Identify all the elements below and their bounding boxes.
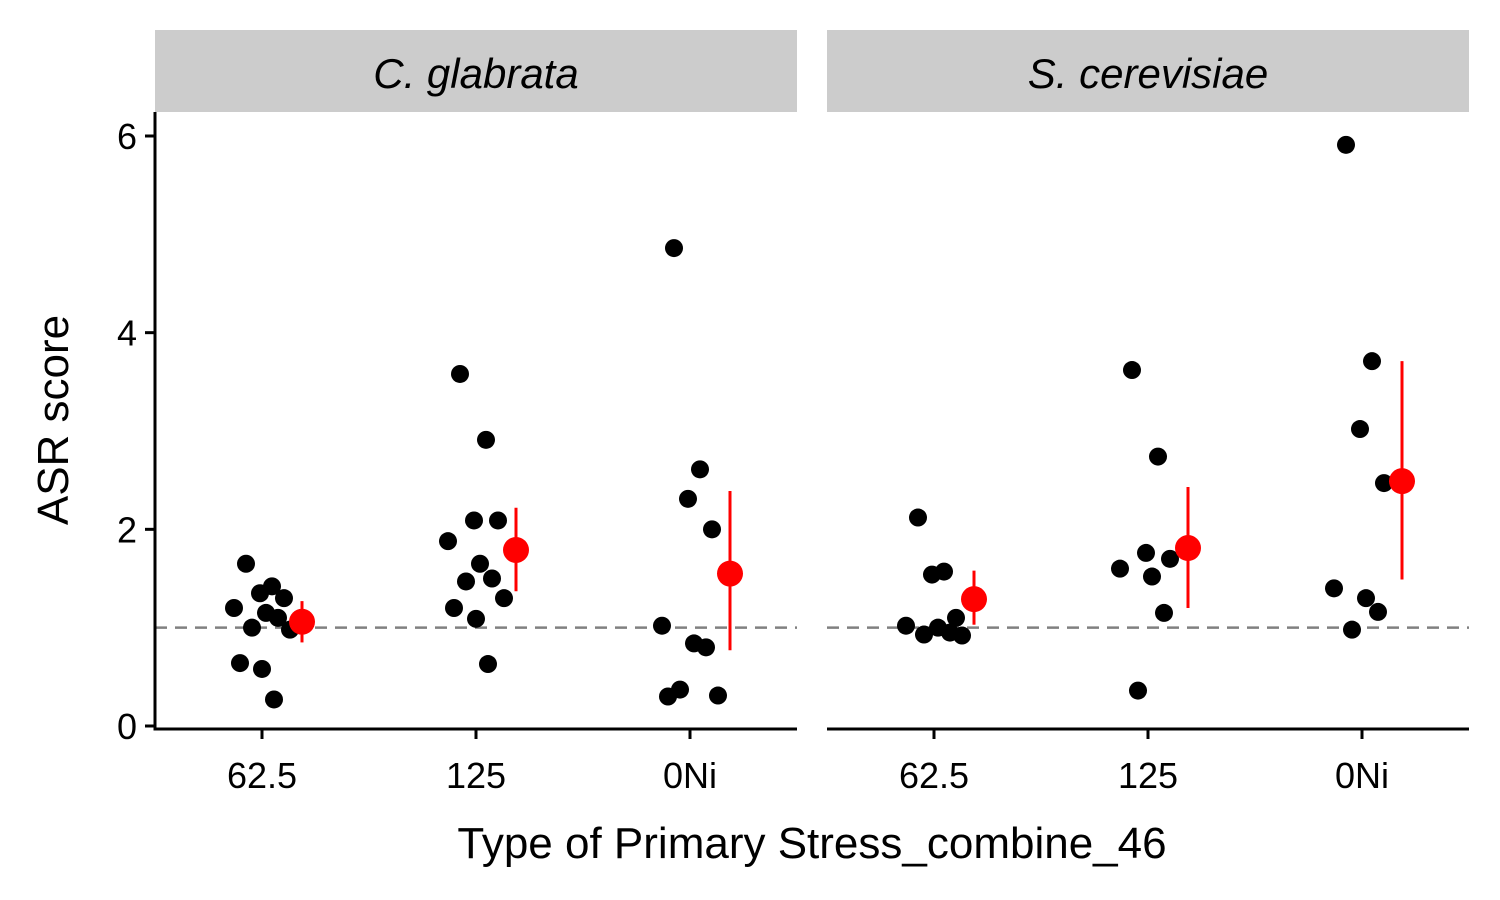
data-point [1325, 579, 1343, 598]
x-tick-label: 125 [1118, 755, 1178, 796]
data-point [451, 364, 469, 383]
data-point [495, 589, 513, 608]
data-point [439, 532, 457, 551]
x-tick-label: 0Ni [1335, 755, 1389, 796]
data-point [231, 654, 249, 673]
data-point [665, 239, 683, 258]
mean-point [1389, 468, 1415, 495]
panels: C. glabrata 62.5 125 0Ni S. cerevisiae 62.5 12… [155, 30, 1469, 796]
data-point [477, 430, 495, 449]
panel-strip [827, 30, 1469, 112]
data-point [445, 599, 463, 617]
data-point [1137, 543, 1155, 562]
panel-2: S. cerevisiae 62.5 125 0Ni [827, 30, 1469, 796]
data-point [703, 520, 721, 539]
data-point [1123, 361, 1141, 380]
data-point [691, 460, 709, 479]
x-tick-label: 125 [446, 755, 506, 796]
data-point [483, 569, 501, 588]
y-tick-label: 4 [117, 313, 137, 354]
data-point [265, 690, 283, 709]
data-point [1357, 589, 1375, 608]
data-point [1111, 559, 1129, 578]
data-point [1369, 602, 1387, 621]
data-point [897, 616, 915, 635]
group-62.5: 62.5 [897, 508, 987, 796]
data-point [1363, 352, 1381, 371]
mean-point [717, 560, 743, 587]
data-point [275, 589, 293, 608]
data-point [915, 625, 933, 644]
data-point [1155, 603, 1173, 622]
mean-point [289, 608, 315, 635]
data-point [953, 626, 971, 645]
data-point [653, 616, 671, 635]
x-tick-label: 0Ni [663, 755, 717, 796]
data-point [237, 554, 255, 573]
data-point [923, 565, 941, 584]
data-point [1161, 549, 1179, 568]
data-point [909, 508, 927, 527]
y-tick-label: 6 [117, 116, 137, 157]
data-point [269, 608, 287, 627]
y-axis: 0 2 4 6 [117, 112, 157, 747]
data-point [709, 686, 727, 705]
y-axis-title: ASR score [29, 315, 78, 525]
data-point [679, 489, 697, 508]
group-0Ni: 0Ni [653, 239, 743, 796]
data-point [1143, 567, 1161, 586]
mean-point [1175, 535, 1201, 562]
panel-title: C. glabrata [373, 50, 578, 97]
data-point [225, 599, 243, 617]
group-0Ni: 0Ni [1325, 135, 1415, 796]
data-point [243, 618, 261, 637]
y-tick-label: 0 [117, 706, 137, 747]
data-point [467, 609, 485, 628]
data-point [253, 659, 271, 678]
data-point [251, 584, 269, 603]
data-point [1343, 620, 1361, 639]
panel-title: S. cerevisiae [1028, 50, 1268, 97]
data-point [465, 511, 483, 530]
x-tick-label: 62.5 [227, 755, 297, 796]
data-point [1129, 681, 1147, 700]
group-125: 125 [1111, 361, 1201, 796]
data-point [947, 608, 965, 627]
panel-strip [155, 30, 797, 112]
y-tick-label: 2 [117, 509, 137, 550]
data-point [1149, 447, 1167, 466]
mean-point [503, 536, 529, 563]
data-point [659, 687, 677, 706]
data-point [697, 638, 715, 657]
x-axis-title: Type of Primary Stress_combine_46 [457, 819, 1166, 868]
group-125: 125 [439, 364, 529, 796]
data-point [479, 655, 497, 674]
group-62.5: 62.5 [225, 554, 315, 796]
data-point [1375, 474, 1393, 493]
data-point [489, 511, 507, 530]
panel-1: C. glabrata 62.5 125 0Ni [155, 30, 797, 796]
x-tick-label: 62.5 [899, 755, 969, 796]
data-point [471, 554, 489, 573]
mean-point [961, 586, 987, 613]
data-point [457, 572, 475, 591]
data-point [1337, 135, 1355, 154]
data-point [1351, 420, 1369, 439]
